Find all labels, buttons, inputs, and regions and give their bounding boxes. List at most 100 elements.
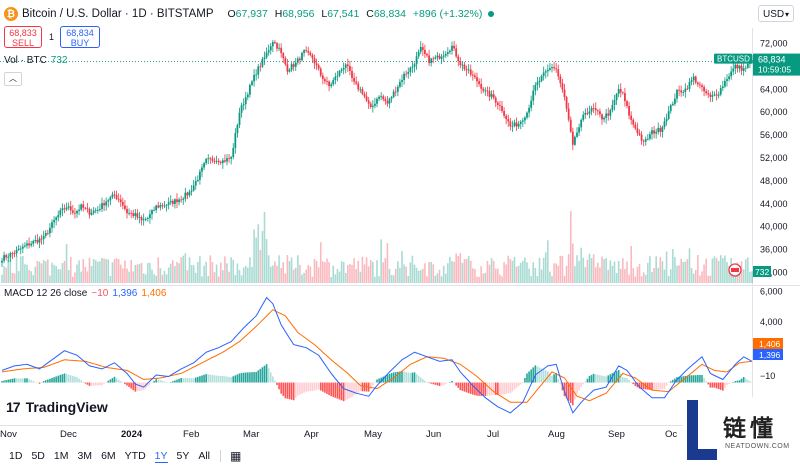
macd-histogram-bar <box>592 373 595 383</box>
volume-bar <box>113 259 116 283</box>
macd-histogram-bar <box>217 375 220 383</box>
volume-bar <box>401 250 403 283</box>
calendar-icon[interactable]: ▦ <box>230 449 242 463</box>
macd-line-legend: 1,396 <box>112 288 138 299</box>
candle-body <box>196 179 199 182</box>
volume-bar <box>311 276 314 283</box>
volume-bar <box>665 251 668 283</box>
range-1y-button[interactable]: 1Y <box>154 449 168 463</box>
collapse-legend-button[interactable]: ︿ <box>4 72 22 86</box>
candle-body <box>96 209 99 211</box>
candle-body <box>284 58 287 65</box>
macd-histogram-bar <box>642 382 645 390</box>
volume-bar <box>382 262 385 283</box>
candle-body <box>578 127 580 133</box>
candle-body <box>388 98 391 104</box>
candle-body <box>276 43 278 49</box>
volume-bar <box>630 246 632 283</box>
macd-histogram-bar <box>182 378 185 383</box>
volume-bar <box>361 256 364 283</box>
volume-bar <box>669 269 672 283</box>
volume-bar <box>709 275 712 283</box>
tradingview-logo[interactable]: 17 TradingView <box>6 399 108 415</box>
candle-body <box>261 58 264 67</box>
macd-histogram-bar <box>378 378 380 383</box>
volume-bar <box>640 276 643 283</box>
macd-histogram-bar <box>332 382 335 398</box>
volume-bar <box>72 276 74 283</box>
volume-bar <box>142 273 145 283</box>
candle-body <box>734 64 737 69</box>
macd-legend[interactable]: MACD 12 26 close −10 1,396 1,406 <box>4 288 166 299</box>
candle-body <box>376 98 378 104</box>
range-1m-button[interactable]: 1M <box>53 450 69 462</box>
macd-histogram-bar <box>707 382 710 385</box>
volume-bar <box>742 269 745 283</box>
volume-bar <box>232 259 235 283</box>
candle-body <box>238 112 241 126</box>
range-toolbar: 1D 5D 1M 3M 6M YTD 1Y 5Y All ▦ <box>0 445 241 467</box>
range-ytd-button[interactable]: YTD <box>124 450 146 462</box>
symbol-title[interactable]: Bitcoin / U.S. Dollar · 1D · BITSTAMP <box>22 8 214 20</box>
volume-bar <box>451 261 453 283</box>
macd-histogram-bar <box>624 377 626 383</box>
candle-body <box>17 248 20 250</box>
time-axis-label: Jun <box>426 429 441 440</box>
candle-body <box>307 50 310 53</box>
volume-axis-bg <box>753 266 771 277</box>
candle-body <box>513 122 516 126</box>
macd-histogram-bar <box>419 377 422 383</box>
toolbar-divider <box>220 450 222 462</box>
macd-histogram-bar <box>44 380 47 383</box>
range-5y-button[interactable]: 5Y <box>176 450 190 462</box>
macd-histogram-bar <box>590 374 593 383</box>
volume-bar <box>22 255 24 283</box>
candle-body <box>67 206 70 208</box>
volume-legend[interactable]: Vol · BTC 732 <box>4 55 67 66</box>
macd-histogram-bar <box>732 382 735 383</box>
currency-select[interactable]: USD ▾ <box>758 5 794 22</box>
candle-body <box>269 46 272 51</box>
macd-histogram-bar <box>80 380 82 383</box>
buy-button[interactable]: 68,834 BUY <box>60 26 100 48</box>
candle-body <box>684 88 687 92</box>
candle-body <box>382 96 385 100</box>
volume-bar <box>251 266 253 283</box>
volume-bar <box>376 260 378 283</box>
macd-histogram-bar <box>663 382 666 389</box>
candle-body <box>674 98 676 104</box>
volume-bar <box>349 263 351 283</box>
candle-body <box>642 140 645 142</box>
time-axis-label: Apr <box>304 429 319 440</box>
volume-bar <box>428 262 430 283</box>
range-3m-button[interactable]: 3M <box>77 450 93 462</box>
macd-histogram-bar <box>374 382 376 384</box>
candle-body <box>157 205 160 208</box>
neatdown-watermark: 链懂 NEATDOWN.COM <box>683 397 800 469</box>
macd-histogram-bar <box>132 382 135 391</box>
volume-bar <box>609 260 612 283</box>
candle-body <box>653 130 655 134</box>
candle-body <box>386 101 389 104</box>
volume-bar <box>178 263 180 283</box>
live-status-dot <box>488 11 495 17</box>
macd-histogram-bar <box>74 376 76 383</box>
macd-histogram-bar <box>599 375 601 383</box>
macd-histogram-bar <box>311 382 314 391</box>
candle-body <box>507 119 510 122</box>
sell-button[interactable]: 68,833 SELL <box>4 26 42 48</box>
range-all-button[interactable]: All <box>198 450 211 462</box>
volume-bar <box>305 269 307 283</box>
volume-bar <box>392 275 395 283</box>
volume-bar <box>24 264 26 283</box>
macd-histogram-bar <box>236 374 239 383</box>
range-1d-button[interactable]: 1D <box>9 450 23 462</box>
candle-body <box>171 200 174 204</box>
range-5d-button[interactable]: 5D <box>31 450 45 462</box>
macd-histogram-bar <box>72 375 74 383</box>
candle-body <box>101 203 103 209</box>
range-6m-button[interactable]: 6M <box>101 450 116 462</box>
candle-body <box>111 194 114 198</box>
